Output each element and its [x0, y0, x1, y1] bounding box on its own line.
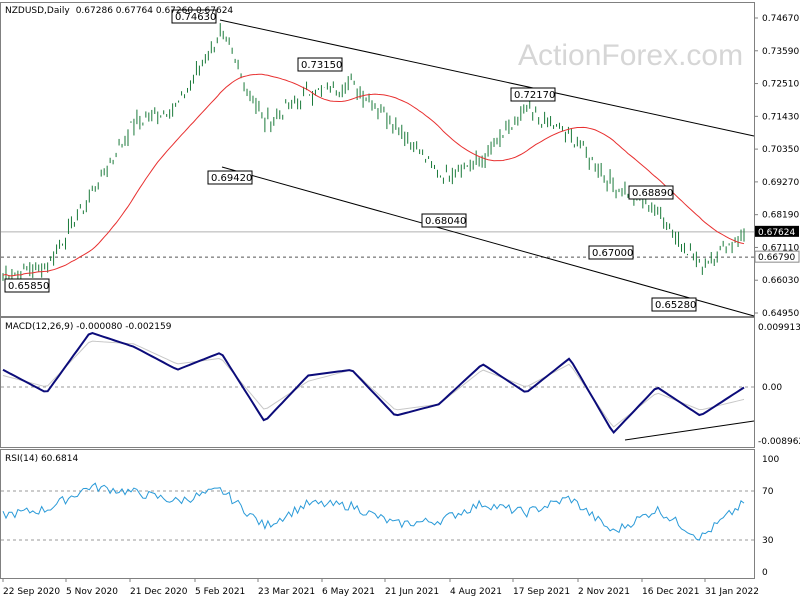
annotation-box	[628, 185, 674, 200]
annotation-label: 0.65850	[8, 281, 49, 292]
macd-tick-bottom: -0.008962	[758, 437, 800, 447]
macd-tick-top: 0.009913	[758, 323, 800, 333]
price-tick-label: 0.74670	[762, 14, 799, 24]
current-price-value: 0.67624	[758, 228, 795, 238]
annotation-box	[297, 57, 343, 72]
moving-average-line	[2, 73, 745, 277]
level-annotation: 0.68040	[421, 213, 467, 228]
time-tick-label: 5 Nov 2020	[66, 587, 118, 597]
time-tick-label: 31 Jan 2022	[705, 587, 759, 597]
level-annotation: 0.65280	[651, 297, 697, 312]
time-tick-label: 16 Dec 2021	[642, 587, 700, 597]
price-tick-label: 0.71430	[762, 112, 799, 122]
annotation-box	[651, 297, 697, 312]
channel-upper-line	[219, 19, 755, 137]
annotation-box	[421, 213, 467, 228]
symbol-label: NZDUSD,Daily	[5, 6, 70, 16]
price-tick-label: 0.73590	[762, 47, 799, 57]
time-tick-label: 2 Nov 2021	[578, 587, 630, 597]
time-axis: 22 Sep 2020 5 Nov 2020 21 Dec 2020 5 Feb 20…	[2, 578, 759, 597]
price-axis: 0.74670 0.73590 0.72510 0.71430 0.70350 0.692…	[754, 14, 799, 319]
annotation-label: 0.73150	[301, 60, 342, 71]
annotation-box	[207, 170, 253, 185]
time-tick-label: 4 Aug 2021	[450, 587, 502, 597]
annotation-label: 0.67000	[592, 248, 633, 259]
annotation-box	[171, 9, 217, 24]
rsi-line	[2, 482, 745, 541]
annotation-label: 0.65280	[655, 300, 696, 311]
channel-lower-line	[221, 166, 755, 317]
annotation-box	[510, 87, 556, 102]
macd-pane	[0, 317, 755, 448]
ohlc-values: 0.67286 0.67764 0.67260 0.67624	[76, 6, 234, 16]
price-tick-label: 0.70350	[762, 145, 799, 155]
rsi-tick-0: 0	[762, 568, 768, 578]
macd-main-line	[2, 332, 745, 435]
level-annotation: 0.72170	[510, 87, 556, 102]
time-tick-label: 17 Sep 2021	[513, 587, 570, 597]
time-tick-label: 22 Sep 2020	[3, 587, 60, 597]
horizontal-level-tag	[754, 250, 800, 263]
level-annotation: 0.69420	[207, 170, 253, 185]
level-annotation: 0.73150	[297, 57, 343, 72]
time-tick-label: 23 Mar 2021	[258, 587, 315, 597]
macd-trend-line	[624, 420, 755, 441]
current-price-tag	[755, 225, 799, 237]
rsi-pane	[0, 449, 755, 579]
price-tick-label: 0.67110	[762, 243, 799, 253]
price-pane	[0, 2, 755, 317]
rsi-tick-30: 30	[762, 536, 774, 546]
level-annotation: 0.67000	[588, 245, 634, 260]
annotation-label: 0.69420	[211, 173, 252, 184]
horizontal-level-value: 0.66790	[758, 253, 795, 263]
annotation-label: 0.72170	[514, 90, 555, 101]
annotation-box	[588, 245, 634, 260]
rsi-tick-100: 100	[762, 455, 779, 465]
price-tick-label: 0.68190	[762, 211, 799, 221]
level-annotation: 0.68890	[628, 185, 674, 200]
watermark: ActionForex.com	[518, 39, 743, 72]
rsi-tick-70: 70	[762, 487, 774, 497]
price-tick-label: 0.72510	[762, 80, 799, 90]
price-tick-label: 0.69270	[762, 178, 799, 188]
annotation-box	[4, 278, 50, 293]
time-tick-label: 5 Feb 2021	[195, 587, 245, 597]
price-tick-label: 0.64950	[762, 309, 799, 319]
level-annotation: 0.74630	[171, 9, 217, 24]
time-tick-label: 6 May 2021	[322, 587, 375, 597]
time-tick-label: 21 Jun 2021	[385, 587, 439, 597]
annotation-label: 0.68040	[425, 216, 466, 227]
price-tick-label: 0.66030	[762, 276, 799, 286]
level-annotation: 0.65850	[4, 278, 50, 293]
macd-title: MACD(12,26,9) -0.000080 -0.002159	[5, 322, 172, 332]
macd-tick-zero: 0.00	[762, 383, 782, 393]
annotation-label: 0.74630	[175, 12, 216, 23]
rsi-title: RSI(14) 60.6814	[5, 454, 78, 464]
time-tick-label: 21 Dec 2020	[130, 587, 188, 597]
annotations: 0.74630 0.73150 0.72170 0.69420 0.68040 0.688…	[4, 9, 697, 312]
price-pane-title: NZDUSD,Daily 0.67286 0.67764 0.67260 0.67…	[5, 6, 233, 16]
annotation-label: 0.68890	[632, 188, 673, 199]
